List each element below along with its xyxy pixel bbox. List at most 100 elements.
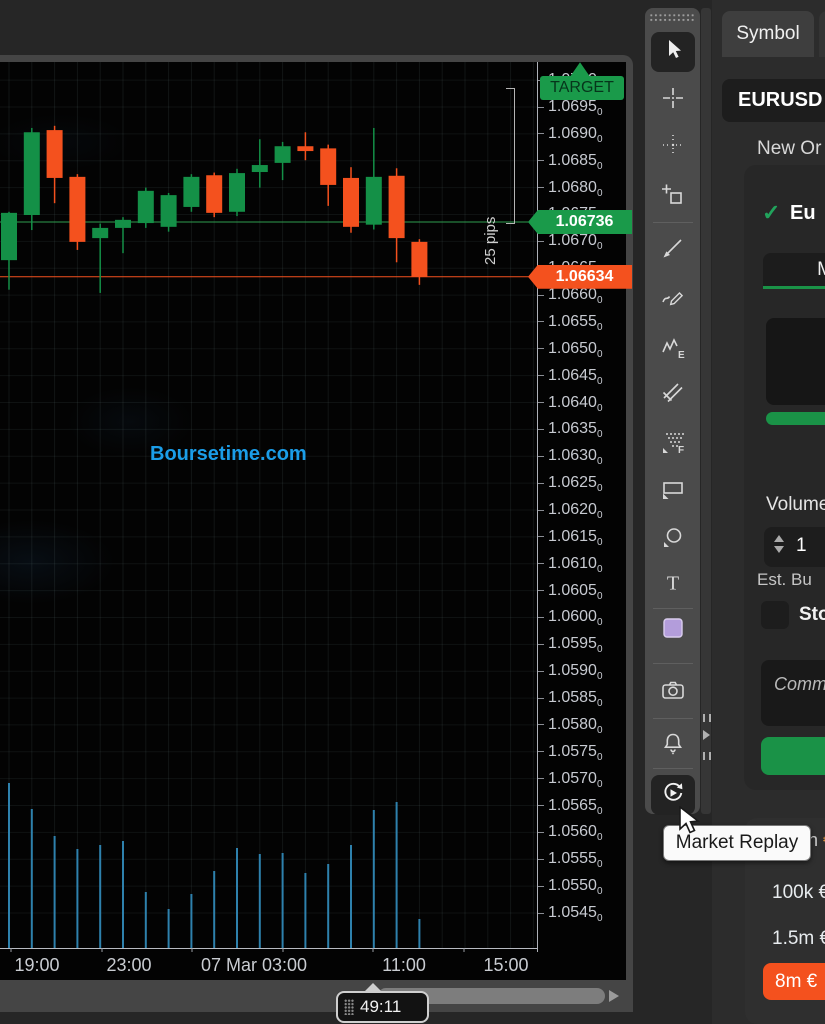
time-axis[interactable]: 19:00 23:00 07 Mar 03:00 11:00 15:00 [0,952,626,980]
market-replay-tooltip: Market Replay [663,825,811,861]
active-tab-underline [763,286,825,289]
price-tick: 1.06600 [538,285,603,306]
candle-body [46,130,63,178]
symbol-input[interactable]: EURUSD [722,79,825,122]
comment-placeholder: Comm [774,674,825,694]
price-tick: 1.06000 [538,607,603,628]
chart-canvas[interactable]: 1.05450 1.05500 1.05550 1.05600 1.05650 1.057… [0,62,632,1023]
candle-body [206,175,223,213]
tool-dot-crosshair-button[interactable] [651,127,695,167]
tool-camera-button[interactable] [651,672,695,712]
tab-next-partial[interactable] [819,11,825,57]
candlestick-plot[interactable] [0,62,537,952]
tool-market-replay-button[interactable] [651,775,695,815]
candle-body [343,177,359,227]
toolbar-divider [653,768,693,769]
horizontal-scrollbar[interactable] [378,988,605,1004]
tool-cursor-button[interactable] [651,32,695,72]
price-tick: 1.05450 [538,903,603,924]
depth-bar [766,412,825,425]
price-tick: 1.05650 [538,796,603,817]
chart-window: 1.05450 1.05500 1.05550 1.05600 1.05650 1.057… [0,55,633,1023]
bar-countdown-tooltip[interactable]: 49:11 [336,991,429,1023]
tool-pitchfork-button[interactable] [651,374,695,414]
price-tick: 1.06200 [538,500,603,521]
splitter-collapse-icon [703,730,710,740]
price-tick: 1.06250 [538,473,603,494]
countdown-time: 49:11 [360,997,402,1016]
target-price-label[interactable]: TARGET [540,76,624,101]
tool-ellipse-button[interactable] [651,519,695,559]
toolbar-drag-handle[interactable] [649,13,696,22]
price-tick: 1.05850 [538,688,603,709]
fibonacci-icon: F [659,428,687,461]
quote-box[interactable] [766,318,825,405]
svg-text:F: F [678,445,684,456]
candle-body [251,165,268,173]
panel-splitter[interactable] [701,8,711,814]
trend-line-icon [659,234,687,267]
buy-button[interactable] [761,737,825,775]
preset-100k[interactable]: 100k € [772,882,825,903]
tool-color-swatch-button[interactable] [651,610,695,650]
tool-trend-line-button[interactable] [651,230,695,270]
tab-market-order[interactable]: M [763,253,825,286]
scroll-right-icon[interactable] [609,990,619,1002]
drag-grip-icon [344,999,354,1015]
tool-fibonacci-button[interactable]: F [651,424,695,464]
new-order-title: New Or [757,138,822,159]
pitchfork-icon [659,378,687,411]
svg-text:T: T [667,572,679,594]
candle-body [388,175,405,239]
svg-text:E: E [678,350,685,361]
candle-body [115,219,131,228]
rectangle-icon [659,474,687,507]
price-tick: 1.05700 [538,769,603,790]
candle-body [183,176,200,207]
splitter-grip-icon [703,714,711,722]
time-label: 07 Mar 03:00 [200,955,308,975]
tool-elliott-wave-button[interactable]: E [651,329,695,369]
candle-body [411,241,428,277]
price-axis[interactable]: 1.05450 1.05500 1.05550 1.05600 1.05650 1.057… [537,62,627,952]
pips-bracket [506,88,515,224]
stop-loss-label: Sto [799,604,825,625]
tab-symbol[interactable]: Symbol [722,11,814,57]
estimate-label: Est. Bu [757,570,812,589]
tool-rectangle-button[interactable] [651,470,695,510]
comment-input[interactable]: Comm [761,660,825,726]
candle-body [274,146,291,163]
elliott-wave-icon: E [659,333,687,366]
candle-body [23,132,40,216]
tool-crosshair-button[interactable] [651,80,695,120]
tool-snap-crosshair-button[interactable] [651,177,695,217]
time-label: 11:00 [382,955,426,975]
price-tick: 1.05750 [538,742,603,763]
tool-alert-bell-button[interactable] [651,725,695,765]
stop-loss-checkbox[interactable] [761,601,789,629]
camera-icon [659,676,687,709]
candle-body [297,146,314,152]
crosshair-icon [659,84,687,117]
stepper-arrows-icon[interactable] [774,535,784,553]
time-label: 15:00 [483,955,529,975]
volume-stepper[interactable]: 1 [764,527,825,567]
tool-brush-button[interactable] [651,279,695,319]
toolbar-divider [653,663,693,664]
price-tick: 1.06850 [538,151,603,172]
obscured-text-fragment: n € [808,830,825,850]
price-tick: 1.06300 [538,446,603,467]
tool-text-button[interactable]: T [651,565,695,605]
price-tick: 1.06350 [538,419,603,440]
color-swatch-icon [659,614,687,647]
preset-1-5m[interactable]: 1.5m € [772,928,825,949]
preset-8m-selected[interactable]: 8m € [763,963,825,1000]
countdown-notch [364,983,382,992]
volume-value: 1 [796,535,807,556]
mouse-cursor-icon [679,806,701,834]
price-tick: 1.06900 [538,124,603,145]
toolbar-divider [653,222,693,223]
time-label: 19:00 [14,955,60,975]
price-tick: 1.06050 [538,581,603,602]
ellipse-icon [659,523,687,556]
